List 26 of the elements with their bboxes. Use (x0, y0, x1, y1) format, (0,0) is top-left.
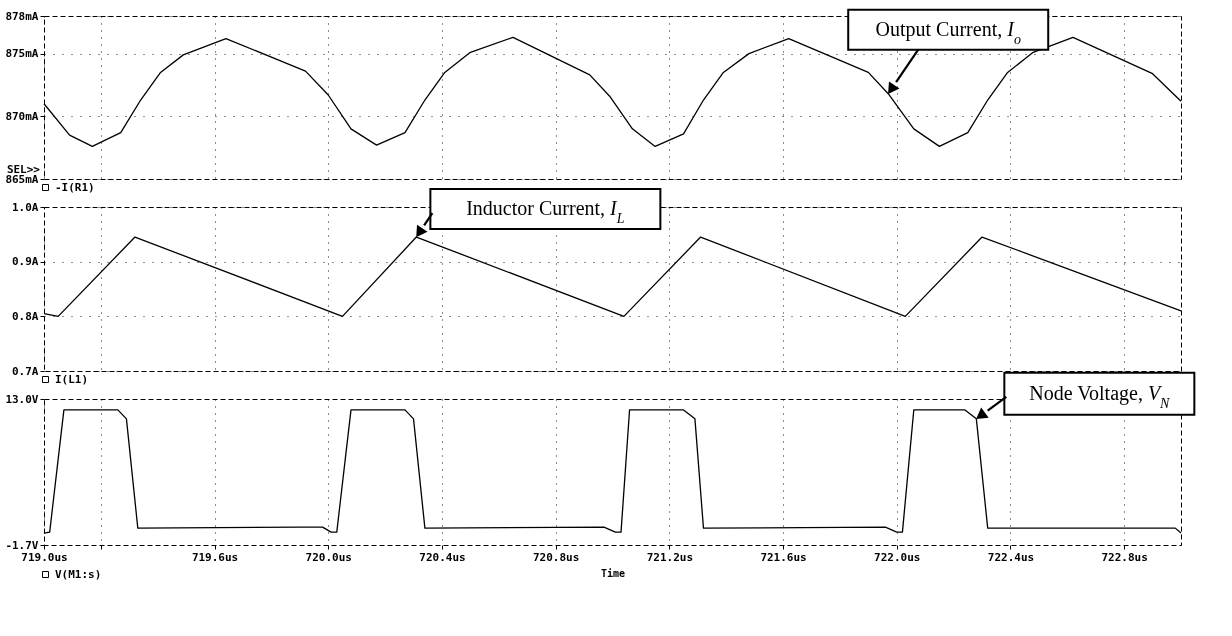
y-tick-label: 13.0V (5, 392, 39, 406)
x-tick-label: 720.4us (419, 550, 466, 564)
y-tick-label: 875mA (5, 47, 39, 61)
x-tick-label: 719.0us (21, 550, 68, 564)
y-tick-label: 870mA (5, 109, 39, 123)
x-tick-label: 720.8us (532, 550, 580, 564)
x-tick-label: 720.0us (305, 550, 352, 564)
annotation: Inductor Current, I$_{L}$ (466, 197, 625, 226)
legend-label: V(M1:s) (55, 567, 102, 581)
y-tick-label: 0.8A (12, 309, 39, 323)
annotation: Output Current, I$_{o}$ (875, 17, 1021, 47)
x-tick-label: 722.8us (1101, 550, 1148, 564)
legend-label: -I(R1) (55, 180, 95, 194)
annotation: Node Voltage, V$_{N}$ (1029, 381, 1171, 411)
y-tick-label: 0.7A (12, 364, 39, 378)
y-tick-label: 878mA (5, 9, 39, 23)
x-tick-label: 719.6us (191, 550, 239, 564)
legend-label: I(L1) (55, 372, 89, 386)
y-tick-label: 0.9A (12, 255, 39, 269)
y-tick-label: -1.7V (5, 538, 39, 552)
x-tick-label: 721.6us (760, 550, 807, 564)
x-tick-label: 722.0us (874, 550, 921, 564)
y-tick-label: 1.0A (12, 200, 39, 214)
x-tick-label: 722.4us (987, 550, 1035, 564)
x-tick-label: 721.2us (646, 550, 694, 564)
x-axis-title: Time (600, 567, 626, 579)
